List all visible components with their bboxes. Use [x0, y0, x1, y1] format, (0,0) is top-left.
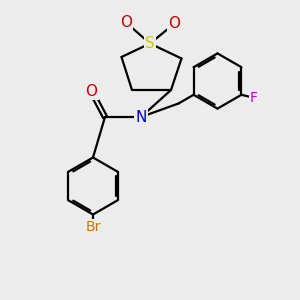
- Text: Br: Br: [85, 220, 101, 234]
- Text: O: O: [120, 15, 132, 30]
- Text: O: O: [168, 16, 180, 32]
- Text: N: N: [135, 110, 147, 124]
- Text: O: O: [85, 84, 98, 99]
- Text: S: S: [145, 36, 155, 51]
- Text: F: F: [250, 91, 258, 105]
